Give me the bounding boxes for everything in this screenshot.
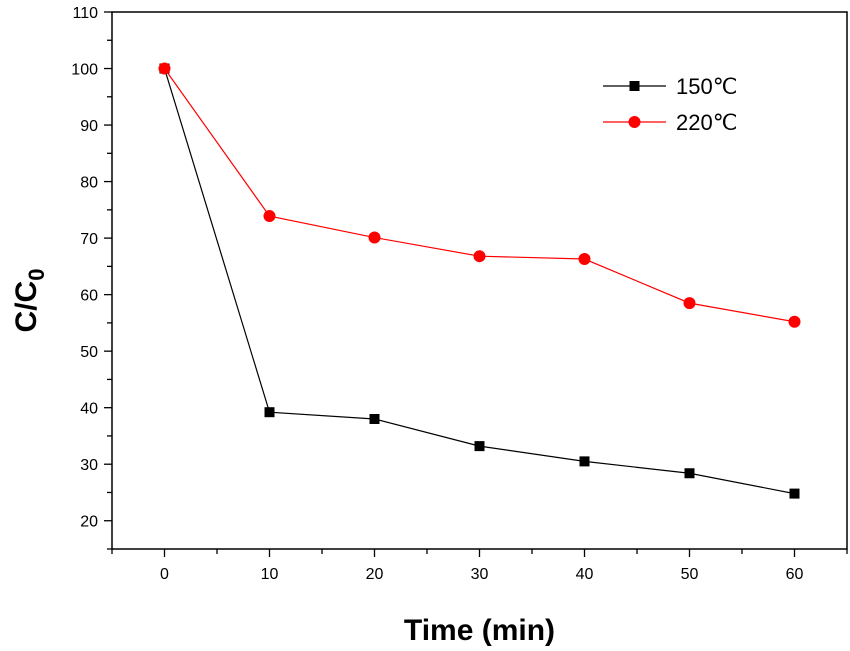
legend: 150℃ 220℃ (603, 74, 737, 135)
x-axis-ticks: 0 10 20 30 40 50 60 (111, 549, 848, 583)
data-point-square (264, 407, 275, 418)
legend-marker-circle (628, 116, 641, 128)
y-axis-title: C/C0 (10, 269, 49, 333)
x-tick-label: 30 (471, 566, 489, 583)
y-tick-label: 80 (80, 175, 98, 192)
x-tick-label: 10 (261, 566, 279, 583)
legend-label: 220℃ (676, 110, 737, 135)
x-tick-label: 50 (681, 566, 699, 583)
x-tick-label: 0 (160, 566, 169, 583)
y-tick-label: 30 (80, 457, 98, 474)
data-point-square (684, 468, 695, 479)
legend-label: 150℃ (676, 74, 737, 99)
y-tick-label: 70 (80, 231, 98, 248)
data-point-circle (473, 250, 486, 263)
y-tick-label: 110 (72, 5, 98, 22)
y-tick-label: 20 (80, 514, 98, 531)
y-tick-label: 60 (80, 288, 98, 305)
x-axis-title: Time (min) (404, 614, 555, 647)
y-tick-label: 40 (80, 401, 98, 418)
y-tick-label: 50 (80, 344, 98, 361)
data-point-circle (578, 253, 591, 266)
y-tick-label: 90 (80, 118, 98, 135)
x-tick-label: 20 (366, 566, 384, 583)
data-point-square (369, 413, 380, 424)
data-point-square (789, 488, 800, 499)
y-axis-ticks: 20 30 40 50 60 70 80 90 100 110 (71, 5, 112, 550)
data-point-circle (788, 315, 801, 328)
legend-marker-square (629, 81, 640, 91)
data-point-square (579, 456, 590, 467)
y-tick-label: 100 (71, 62, 98, 79)
x-tick-label: 40 (576, 566, 594, 583)
y-axis-title-subscript: 0 (24, 269, 49, 281)
series-layer (158, 62, 801, 499)
x-tick-label: 60 (786, 566, 804, 583)
data-point-circle (263, 210, 276, 223)
data-point-circle (683, 297, 696, 310)
data-point-circle (158, 62, 171, 75)
data-point-square (474, 441, 485, 452)
data-point-circle (368, 231, 381, 244)
y-axis-title-main: C/C (10, 281, 43, 333)
